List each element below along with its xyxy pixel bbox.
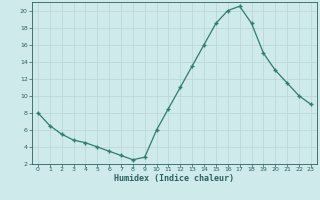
X-axis label: Humidex (Indice chaleur): Humidex (Indice chaleur) xyxy=(115,174,234,183)
